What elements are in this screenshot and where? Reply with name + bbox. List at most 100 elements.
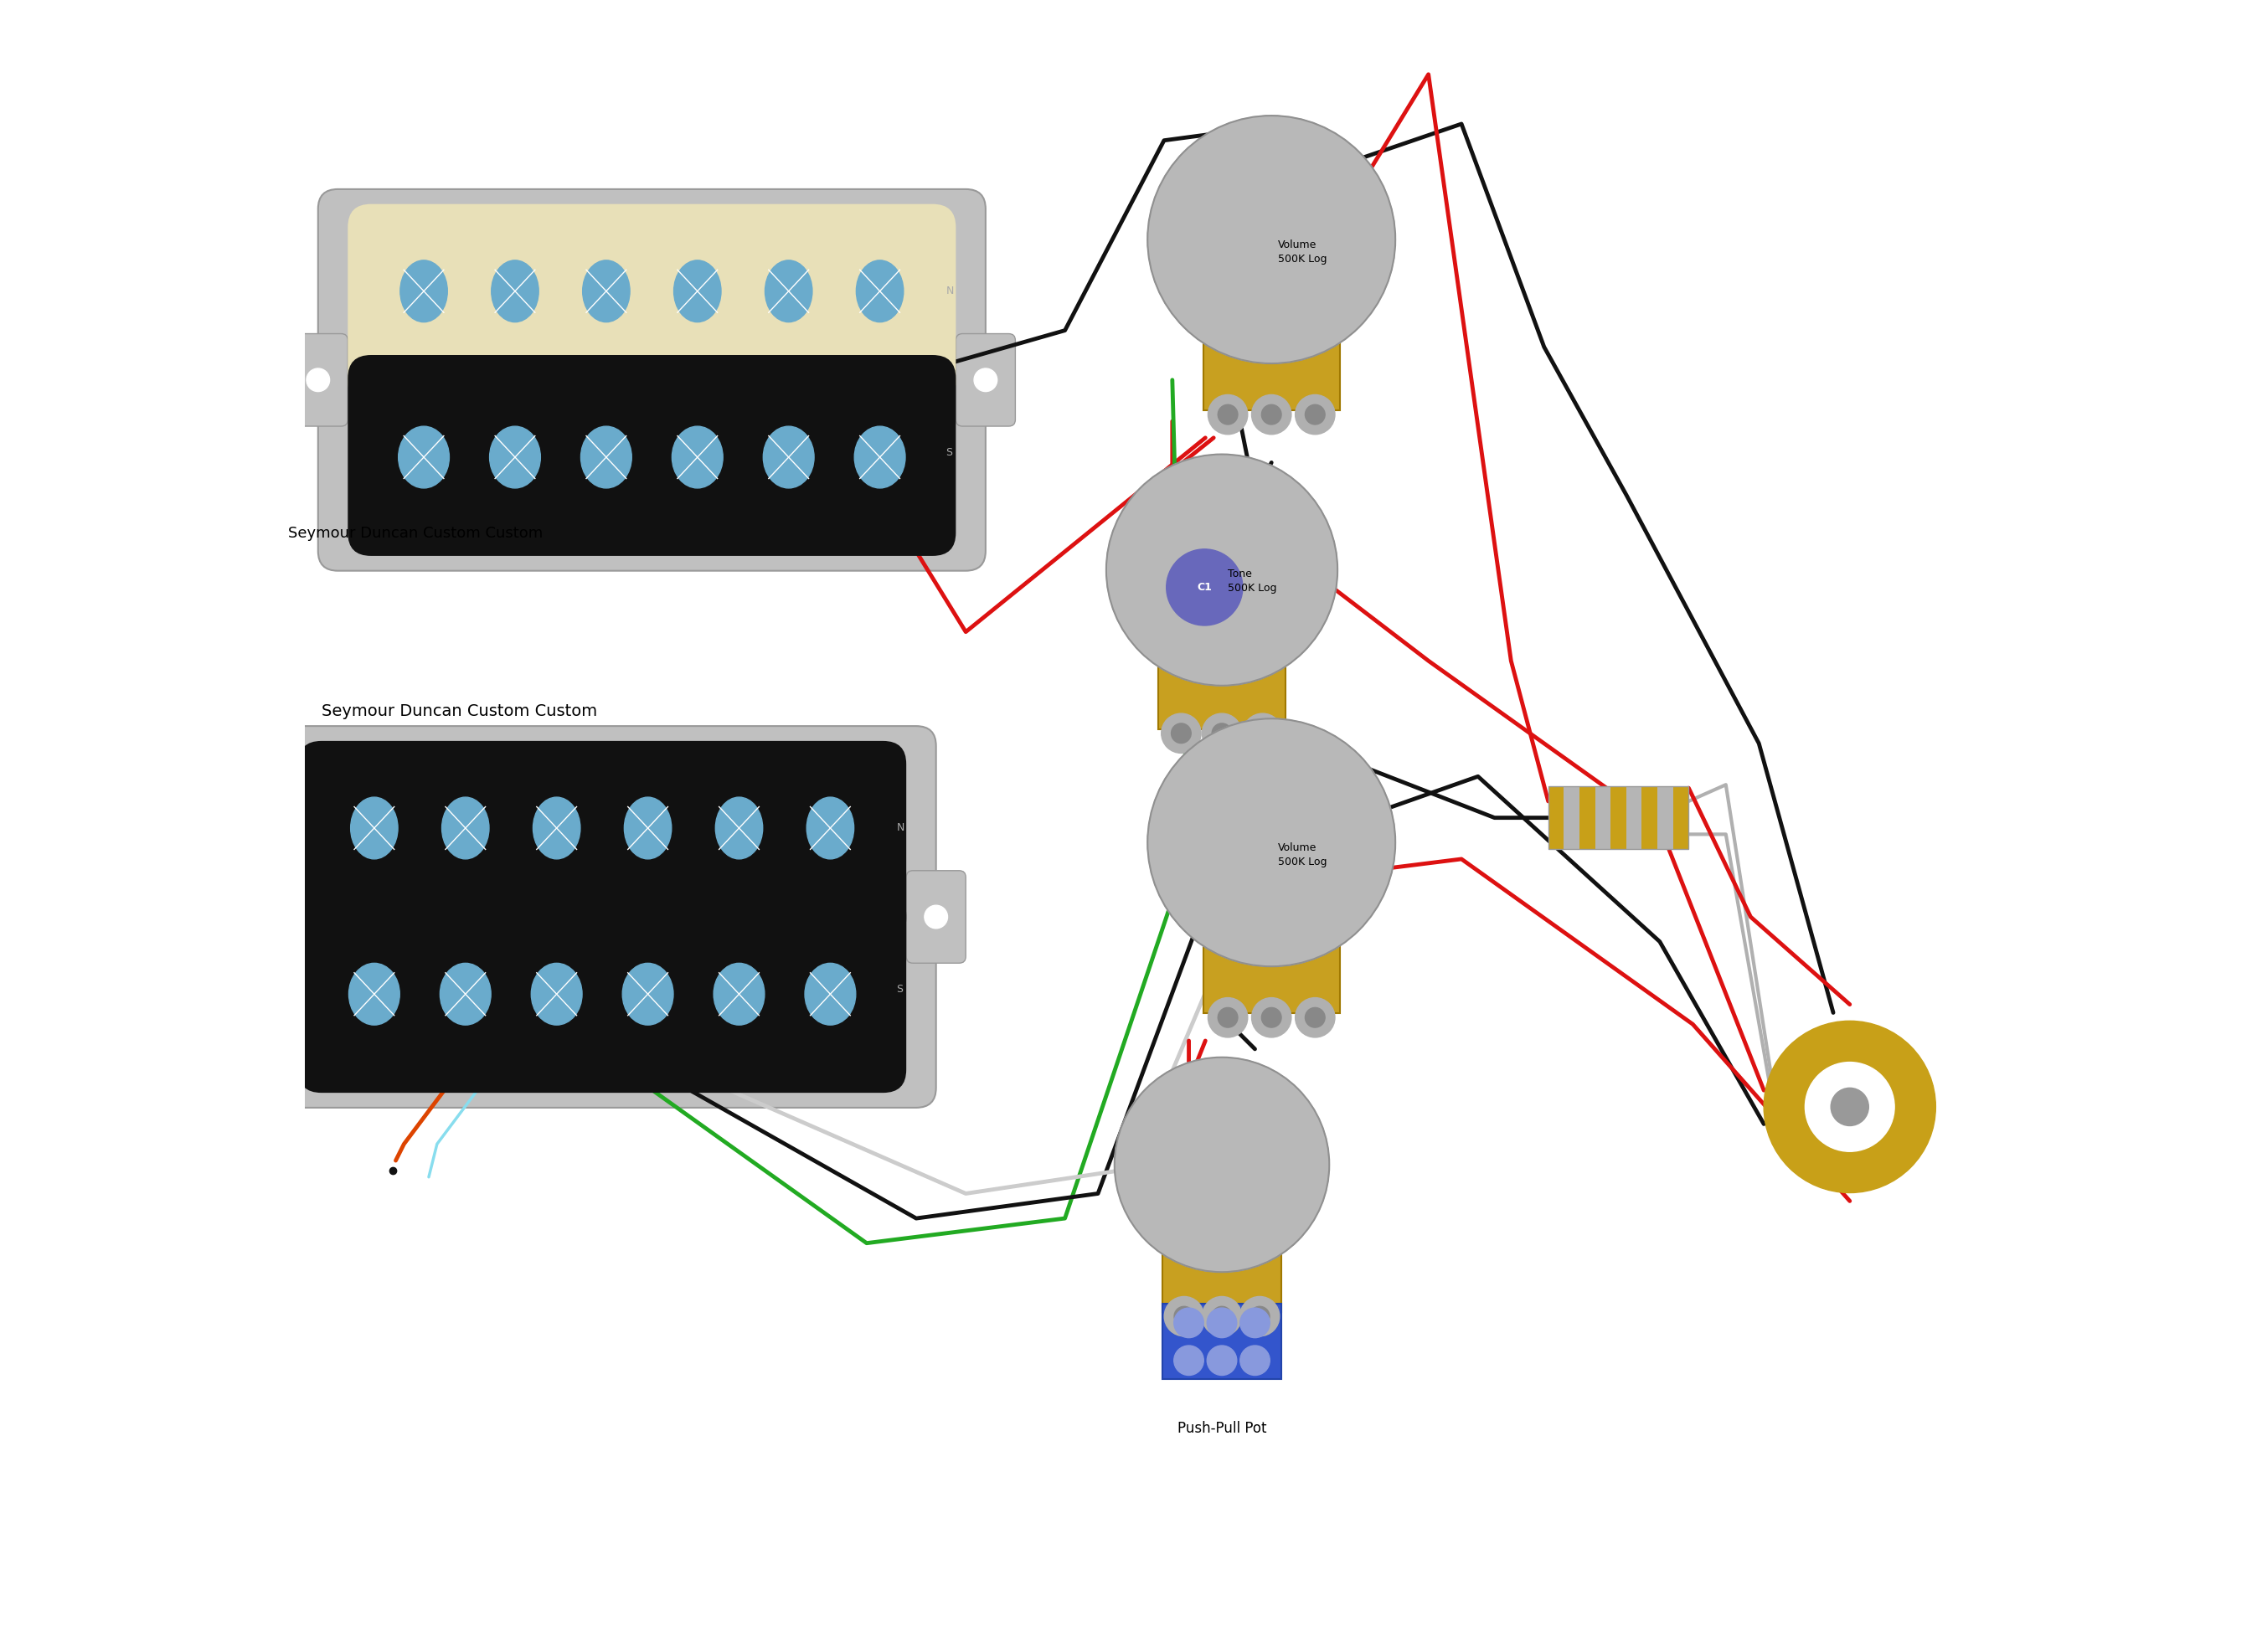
Bar [1547, 786, 1690, 849]
Bar [1579, 786, 1595, 849]
Circle shape [1296, 395, 1335, 434]
Text: Seymour Duncan Custom Custom: Seymour Duncan Custom Custom [287, 525, 543, 542]
Ellipse shape [674, 261, 722, 322]
Circle shape [1296, 998, 1335, 1037]
Circle shape [1147, 719, 1396, 966]
Bar [1658, 786, 1674, 849]
Bar [1563, 786, 1579, 849]
FancyBboxPatch shape [240, 871, 299, 963]
Text: S: S [896, 983, 903, 995]
Circle shape [1201, 1297, 1242, 1336]
Text: Seymour Duncan Custom Custom: Seymour Duncan Custom Custom [321, 704, 597, 720]
Ellipse shape [441, 963, 491, 1024]
Ellipse shape [857, 261, 903, 322]
Circle shape [1262, 405, 1280, 425]
Ellipse shape [491, 261, 538, 322]
Text: C1: C1 [1197, 582, 1212, 593]
Circle shape [1251, 1307, 1269, 1327]
Bar [1163, 1224, 1280, 1312]
Text: N: N [946, 286, 955, 297]
Ellipse shape [672, 426, 724, 487]
Circle shape [1251, 998, 1292, 1037]
Circle shape [1174, 1345, 1203, 1374]
Circle shape [1147, 116, 1396, 363]
Circle shape [1172, 724, 1192, 743]
Circle shape [1208, 395, 1249, 434]
FancyBboxPatch shape [348, 355, 957, 555]
Circle shape [1217, 1008, 1237, 1028]
Ellipse shape [805, 963, 855, 1024]
Ellipse shape [348, 963, 400, 1024]
FancyBboxPatch shape [319, 190, 986, 572]
Ellipse shape [808, 798, 855, 859]
Ellipse shape [398, 426, 450, 487]
Circle shape [975, 368, 998, 392]
FancyBboxPatch shape [957, 334, 1016, 426]
Circle shape [1305, 405, 1326, 425]
Ellipse shape [584, 261, 629, 322]
Circle shape [1242, 714, 1283, 753]
FancyBboxPatch shape [269, 727, 936, 1107]
Ellipse shape [765, 261, 812, 322]
FancyBboxPatch shape [299, 892, 907, 1094]
Circle shape [258, 905, 280, 928]
Circle shape [1115, 1057, 1330, 1272]
Bar [1203, 910, 1339, 1013]
Circle shape [1208, 1345, 1237, 1374]
Circle shape [1174, 1307, 1194, 1327]
Text: Push-Pull Pot: Push-Pull Pot [1176, 1421, 1267, 1436]
Circle shape [1217, 405, 1237, 425]
Text: S: S [946, 446, 952, 458]
Circle shape [1208, 998, 1249, 1037]
Circle shape [1253, 724, 1274, 743]
Circle shape [1212, 724, 1233, 743]
Circle shape [1106, 454, 1337, 686]
Ellipse shape [351, 798, 398, 859]
Circle shape [1208, 1308, 1237, 1338]
Bar [1626, 786, 1642, 849]
Bar [1674, 786, 1690, 849]
Circle shape [1240, 1345, 1269, 1374]
Circle shape [1830, 1089, 1868, 1125]
FancyBboxPatch shape [907, 871, 966, 963]
Text: N: N [896, 823, 905, 834]
Ellipse shape [441, 798, 489, 859]
Ellipse shape [534, 798, 581, 859]
Text: Volume
500K Log: Volume 500K Log [1278, 843, 1326, 867]
Circle shape [1305, 1008, 1326, 1028]
Ellipse shape [489, 426, 541, 487]
Bar [1203, 307, 1339, 410]
Circle shape [1160, 714, 1201, 753]
Text: Tone
500K Log: Tone 500K Log [1228, 568, 1276, 595]
Bar [1642, 786, 1658, 849]
Circle shape [1240, 1308, 1269, 1338]
Ellipse shape [762, 426, 814, 487]
Circle shape [1212, 1307, 1233, 1327]
Text: Volume
500K Log: Volume 500K Log [1278, 240, 1326, 264]
Ellipse shape [622, 963, 674, 1024]
Bar [1595, 786, 1611, 849]
Circle shape [1167, 548, 1242, 626]
Circle shape [1240, 1297, 1280, 1336]
Circle shape [925, 905, 948, 928]
FancyBboxPatch shape [299, 740, 907, 942]
FancyBboxPatch shape [348, 203, 957, 405]
Circle shape [1165, 1297, 1203, 1336]
Bar [1611, 786, 1626, 849]
Bar [1547, 786, 1563, 849]
Circle shape [1174, 1308, 1203, 1338]
Ellipse shape [581, 426, 631, 487]
Circle shape [1805, 1062, 1896, 1151]
FancyBboxPatch shape [287, 334, 348, 426]
Ellipse shape [713, 963, 765, 1024]
Ellipse shape [624, 798, 672, 859]
Bar [1158, 634, 1285, 729]
Ellipse shape [855, 426, 905, 487]
Ellipse shape [715, 798, 762, 859]
Circle shape [1251, 395, 1292, 434]
Ellipse shape [400, 261, 448, 322]
Ellipse shape [532, 963, 581, 1024]
Circle shape [1201, 714, 1242, 753]
Circle shape [305, 368, 330, 392]
Circle shape [1764, 1021, 1936, 1193]
